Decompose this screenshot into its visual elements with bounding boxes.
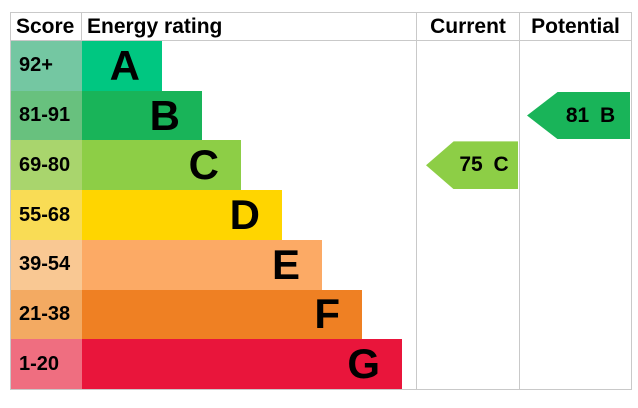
potential-column-body: 81 B (520, 41, 631, 389)
band-bar-g: G (82, 339, 402, 390)
band-row-c: 69-80 C (11, 140, 416, 191)
band-row-b: 81-91 B (11, 90, 416, 141)
score-column-header: Score (11, 13, 82, 41)
band-bar-b: B (82, 90, 202, 141)
current-column-body: 75 C (417, 41, 519, 389)
band-bar-f: F (82, 289, 362, 340)
rating-scale-column: Score Energy rating 92+ A 81-91 B 69-80 C 55-6… (11, 13, 416, 390)
current-column-header: Current (417, 13, 519, 41)
epc-energy-rating-chart: Score Energy rating 92+ A 81-91 B 69-80 C 55-6… (10, 12, 632, 390)
score-range-d: 55-68 (11, 190, 82, 240)
score-range-c: 69-80 (11, 140, 82, 191)
band-row-a: 92+ A (11, 41, 416, 91)
table-header-row: Score Energy rating (11, 13, 416, 41)
band-bar-a: A (82, 41, 162, 91)
band-bar-d: D (82, 190, 282, 240)
score-range-f: 21-38 (11, 289, 82, 340)
rating-bands: 92+ A 81-91 B 69-80 C 55-68 D 39-54 E 21-38 F 1-20 G (11, 41, 416, 390)
band-bar-e: E (82, 239, 322, 290)
current-rating-label: 75 C (459, 153, 509, 177)
potential-rating-label: 81 B (565, 103, 616, 127)
potential-rating-column: Potential 81 B (519, 13, 631, 389)
potential-rating-arrow: 81 B (527, 91, 630, 140)
potential-column-header: Potential (520, 13, 631, 41)
band-row-e: 39-54 E (11, 239, 416, 290)
score-range-a: 92+ (11, 41, 82, 91)
score-range-b: 81-91 (11, 90, 82, 141)
band-row-d: 55-68 D (11, 190, 416, 240)
score-range-g: 1-20 (11, 339, 82, 390)
score-range-e: 39-54 (11, 239, 82, 290)
band-row-g: 1-20 G (11, 339, 416, 390)
band-bar-c: C (82, 140, 241, 191)
current-rating-column: Current 75 C (416, 13, 519, 389)
energy-rating-column-header: Energy rating (87, 15, 223, 38)
band-row-f: 21-38 F (11, 289, 416, 340)
current-rating-arrow: 75 C (426, 141, 518, 190)
